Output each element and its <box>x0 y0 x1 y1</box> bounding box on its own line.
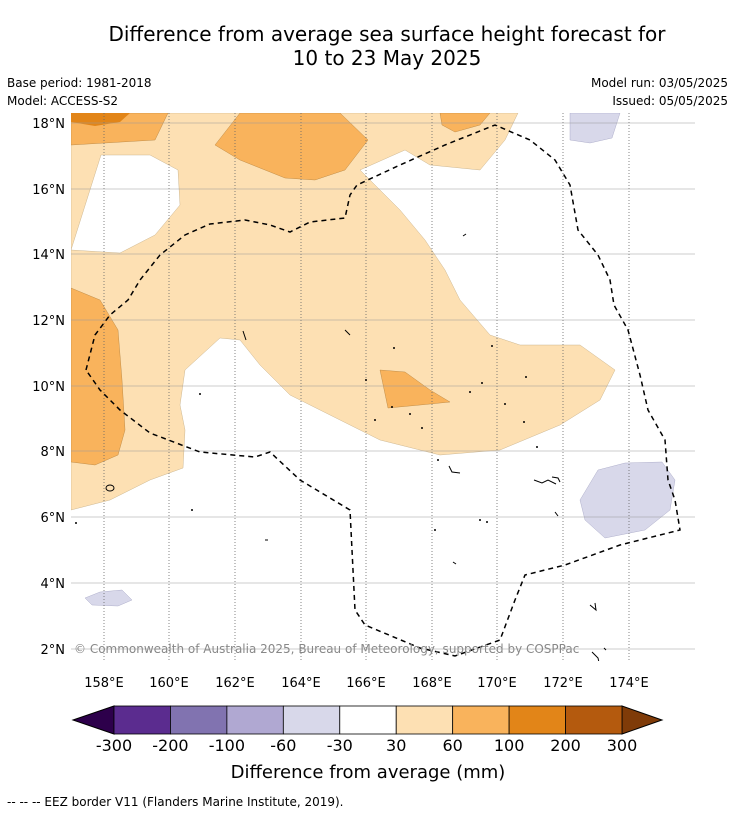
anomaly-region-negative-south <box>84 589 133 607</box>
anomaly-region-negative-east <box>579 461 676 539</box>
colorbar-bin-1 <box>170 705 228 735</box>
lon-label-166e: 166°E <box>346 676 386 691</box>
model-text: Model: ACCESS-S2 <box>7 94 119 108</box>
lon-label-168e: 168°E <box>412 676 452 691</box>
colorbar-tick-labels: -300 -200 -100 -60 -30 30 60 100 200 300 <box>96 736 637 755</box>
colorbar-bin-5 <box>395 705 454 735</box>
islands <box>105 233 607 661</box>
base-period-text: Base period: 1981-2018 <box>7 76 152 90</box>
lon-label-170e: 170°E <box>477 676 517 691</box>
eez-footnote: -- -- -- EEZ border V11 (Flanders Marine… <box>7 795 344 809</box>
chart-title: Difference from average sea surface heig… <box>0 22 736 70</box>
meta-right: Model run: 03/05/2025 Issued: 05/05/2025 <box>591 74 728 110</box>
lat-label-16n: 16°N <box>32 183 65 198</box>
colorbar-tick-label: 200 <box>550 736 581 755</box>
colorbar-bin-6 <box>452 705 510 735</box>
lon-labels: 158°E 160°E 162°E 164°E 166°E 168°E 170°… <box>84 676 649 691</box>
colorbar: -300 -200 -100 -60 -30 30 60 100 200 300 Differen… <box>71 705 664 783</box>
colorbar-tick-label: -100 <box>209 736 245 755</box>
colorbar-bin-7 <box>508 705 566 735</box>
lat-label-18n: 18°N <box>32 117 65 132</box>
anomaly-region-60-100-center <box>379 369 451 409</box>
gridlines <box>103 113 630 661</box>
lat-label-6n: 6°N <box>41 511 66 526</box>
colorbar-extend-high <box>621 705 664 735</box>
colorbar-tick-label: 60 <box>442 736 462 755</box>
colorbar-tick-label: -30 <box>327 736 353 755</box>
model-run-text: Model run: 03/05/2025 <box>590 76 728 90</box>
lat-label-12n: 12°N <box>32 314 65 329</box>
meta-left: Base period: 1981-2018 Model: ACCESS-S2 <box>7 74 152 110</box>
colorbar-bins <box>113 705 623 735</box>
colorbar-bin-0 <box>113 705 171 735</box>
copyright-credit: © Commonwealth of Australia 2025, Bureau… <box>74 642 579 656</box>
colorbar-bin-2 <box>226 705 284 735</box>
anomaly-region-60-100-west <box>71 287 126 466</box>
lon-label-158e: 158°E <box>84 676 124 691</box>
lon-label-164e: 164°E <box>281 676 321 691</box>
lon-label-174e: 174°E <box>609 676 649 691</box>
map-plot: © Commonwealth of Australia 2025, Bureau… <box>71 113 695 661</box>
lat-labels: 18°N 16°N 14°N 12°N 10°N 8°N 6°N 4°N 2°N <box>32 117 65 658</box>
colorbar-tick-label: 30 <box>386 736 406 755</box>
lon-label-162e: 162°E <box>215 676 255 691</box>
lat-label-2n: 2°N <box>41 643 66 658</box>
lat-label-8n: 8°N <box>41 445 66 460</box>
colorbar-tick-label: 300 <box>607 736 638 755</box>
lat-label-14n: 14°N <box>32 248 65 263</box>
lat-label-10n: 10°N <box>32 380 65 395</box>
atoll-dots <box>75 345 538 531</box>
eez-border <box>85 124 681 657</box>
colorbar-bin-4 <box>339 705 397 735</box>
title-line-1: Difference from average sea surface heig… <box>108 22 666 46</box>
lon-label-160e: 160°E <box>149 676 189 691</box>
colorbar-tick-label: -60 <box>270 736 296 755</box>
colorbar-bin-3 <box>282 705 341 735</box>
title-line-2: 10 to 23 May 2025 <box>292 46 482 70</box>
issued-text: Issued: 05/05/2025 <box>612 94 728 108</box>
colorbar-bin-8 <box>565 705 623 735</box>
lat-gridlines <box>71 122 695 650</box>
anomaly-region-60-100-north <box>214 113 369 181</box>
anomaly-region-30-60 <box>71 113 616 511</box>
colorbar-extend-low <box>71 705 115 735</box>
lon-label-172e: 172°E <box>543 676 583 691</box>
colorbar-tick-label: 100 <box>494 736 525 755</box>
colorbar-tick-label: -300 <box>96 736 132 755</box>
colorbar-tick-label: -200 <box>152 736 188 755</box>
colorbar-title: Difference from average (mm) <box>231 762 506 783</box>
lat-label-4n: 4°N <box>41 577 66 592</box>
anomaly-region-negative-north <box>569 113 621 144</box>
